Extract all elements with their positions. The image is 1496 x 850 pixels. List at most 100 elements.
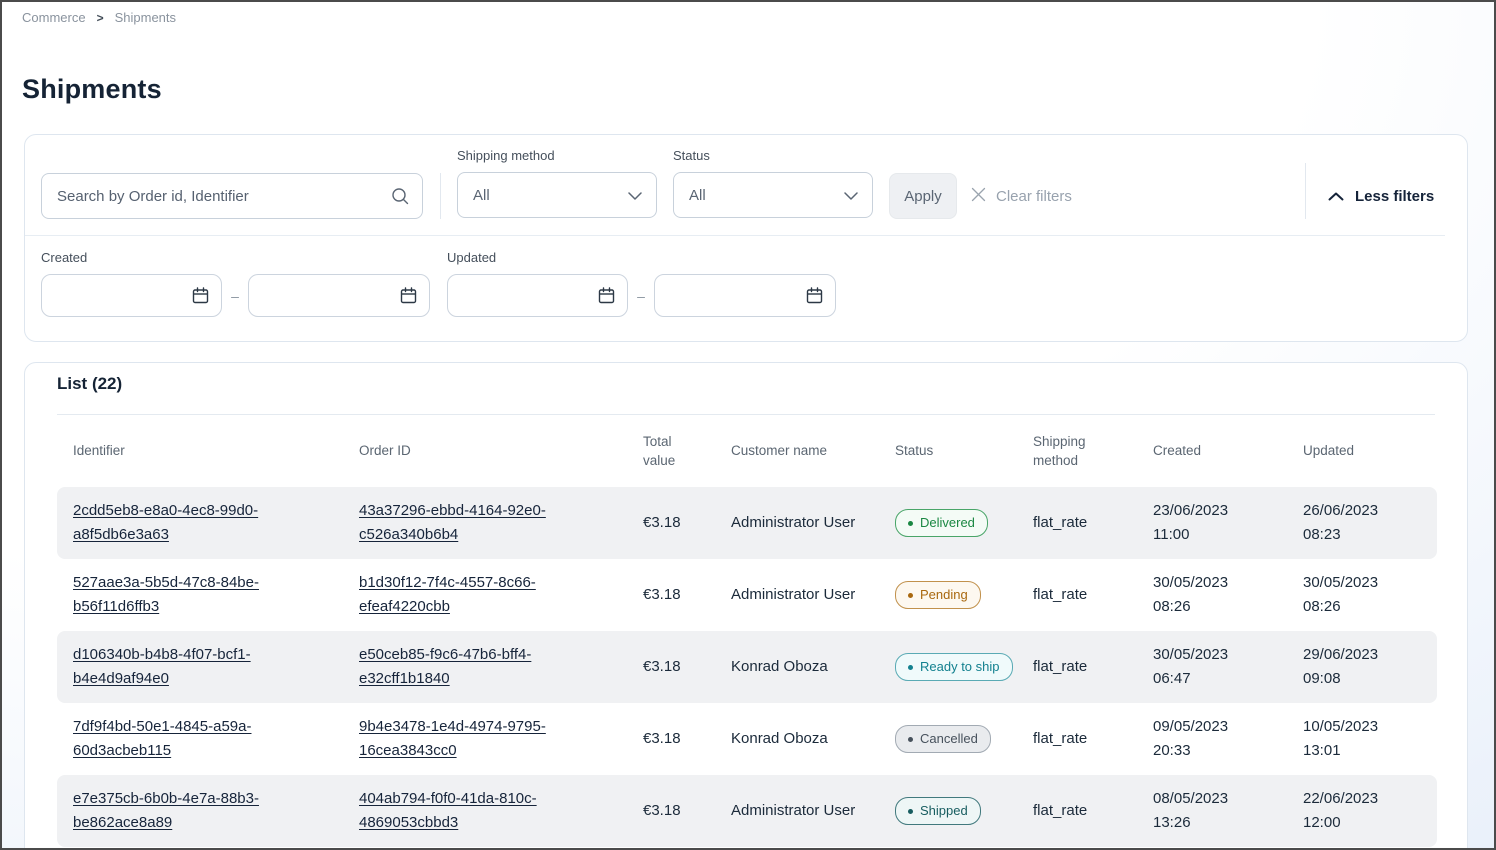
updated-from-date-input[interactable] — [447, 274, 628, 317]
status-select[interactable]: All — [673, 172, 873, 218]
status-dot — [908, 664, 913, 670]
created-to-date-input[interactable] — [248, 274, 430, 317]
order-id-link[interactable]: e50ceb85-f9c6-47b6-bff4-e32cff1b1840 — [359, 646, 532, 687]
search-input[interactable] — [41, 173, 423, 219]
customer-name: Administrator User — [731, 514, 856, 531]
total-value: €3.18 — [643, 658, 681, 675]
calendar-icon[interactable] — [597, 286, 616, 310]
customer-name: Konrad Oboza — [731, 658, 828, 675]
status-badge: Cancelled — [895, 725, 991, 753]
search-icon[interactable] — [390, 186, 410, 211]
status-cell: Cancelled — [879, 703, 1017, 775]
status-label: Cancelled — [920, 731, 978, 746]
less-filters-toggle[interactable]: Less filters — [1328, 173, 1434, 219]
filters-panel: Shipping method All Status All — [24, 134, 1468, 342]
table-row: e7e375cb-6b0b-4e7a-88b3-be862ace8a89 404a… — [57, 775, 1437, 847]
created-label: Created — [41, 250, 88, 265]
updated-label: Updated — [447, 250, 497, 265]
list-title: List (22) — [57, 374, 123, 393]
shipping-method-select[interactable]: All — [457, 172, 657, 218]
updated-date: 30/05/2023 — [1303, 574, 1379, 591]
column-header-customer-name: Customer name — [731, 443, 828, 458]
shipping-method-field: Shipping method All — [457, 148, 657, 218]
order-id-link[interactable]: 404ab794-f0f0-41da-810c-4869053cbbd3 — [359, 790, 537, 831]
status-cell: Pending — [879, 559, 1017, 631]
chevron-up-icon — [1328, 188, 1344, 205]
updated-time: 08:26 — [1303, 598, 1341, 615]
apply-button[interactable]: Apply — [889, 173, 957, 219]
shipping-method: flat_rate — [1033, 586, 1088, 603]
updated-to-field — [654, 274, 836, 317]
created-date: 30/05/2023 — [1153, 574, 1229, 591]
updated-cell: 22/06/2023 12:00 — [1287, 775, 1437, 847]
breadcrumb-item-shipments[interactable]: Shipments — [114, 10, 177, 25]
x-icon — [971, 187, 986, 206]
created-from-date-input[interactable] — [41, 274, 222, 317]
breadcrumb: Commerce > Shipments — [22, 10, 176, 25]
created-cell: 09/05/2023 20:33 — [1137, 703, 1287, 775]
chevron-down-icon — [844, 187, 858, 204]
breadcrumb-item-commerce[interactable]: Commerce — [22, 10, 86, 25]
shipping-method-cell: flat_rate — [1017, 775, 1137, 847]
calendar-icon[interactable] — [399, 286, 418, 310]
total-value: €3.18 — [643, 514, 681, 531]
status-value: All — [689, 186, 706, 204]
updated-time: 08:23 — [1303, 526, 1341, 543]
created-date-filter: Created – — [41, 250, 430, 317]
total-value-cell: €3.18 — [627, 487, 715, 559]
updated-time: 13:01 — [1303, 742, 1341, 759]
order-id-cell: e50ceb85-f9c6-47b6-bff4-e32cff1b1840 — [343, 631, 627, 703]
status-dot — [908, 736, 913, 742]
clear-filters-label: Clear filters — [996, 187, 1072, 205]
total-value: €3.18 — [643, 586, 681, 603]
status-cell: Delivered — [879, 487, 1017, 559]
order-id-cell: b1d30f12-7f4c-4557-8c66-efeaf4220cbb — [343, 559, 627, 631]
status-label: Ready to ship — [920, 659, 1000, 674]
order-id-link[interactable]: b1d30f12-7f4c-4557-8c66-efeaf4220cbb — [359, 574, 536, 615]
customer-name-cell: Konrad Oboza — [715, 703, 879, 775]
column-header-status: Status — [895, 443, 934, 458]
shipping-method-cell: flat_rate — [1017, 559, 1137, 631]
calendar-icon[interactable] — [805, 286, 824, 310]
created-time: 08:26 — [1153, 598, 1191, 615]
filter-divider — [1305, 163, 1306, 219]
order-id-link[interactable]: 9b4e3478-1e4d-4974-9795-16cea3843cc0 — [359, 718, 546, 759]
clear-filters-button[interactable]: Clear filters — [971, 173, 1072, 219]
identifier-link[interactable]: 527aae3a-5b5d-47c8-84be-b56f11d6ffb3 — [73, 574, 259, 615]
order-id-cell: 9b4e3478-1e4d-4974-9795-16cea3843cc0 — [343, 703, 627, 775]
shipping-method: flat_rate — [1033, 730, 1088, 747]
identifier-link[interactable]: e7e375cb-6b0b-4e7a-88b3-be862ace8a89 — [73, 790, 259, 831]
updated-date-filter: Updated – — [447, 250, 836, 317]
breadcrumb-separator: > — [96, 10, 104, 25]
identifier-link[interactable]: 2cdd5eb8-e8a0-4ec8-99d0-a8f5db6e3a63 — [73, 502, 259, 543]
order-id-link[interactable]: 43a37296-ebbd-4164-92e0-c526a340b6b4 — [359, 502, 546, 543]
shipping-method: flat_rate — [1033, 658, 1088, 675]
created-time: 11:00 — [1153, 526, 1190, 543]
column-header-updated: Updated — [1303, 443, 1355, 458]
status-badge: Pending — [895, 581, 981, 609]
identifier-cell: d106340b-b4b8-4f07-bcf1-b4e4d9af94e0 — [57, 631, 343, 703]
identifier-link[interactable]: d106340b-b4b8-4f07-bcf1-b4e4d9af94e0 — [73, 646, 251, 687]
created-time: 20:33 — [1153, 742, 1191, 759]
created-cell: 30/05/2023 08:26 — [1137, 559, 1287, 631]
calendar-icon[interactable] — [191, 286, 210, 310]
identifier-cell: 527aae3a-5b5d-47c8-84be-b56f11d6ffb3 — [57, 559, 343, 631]
status-dot — [908, 592, 913, 598]
customer-name-cell: Administrator User — [715, 487, 879, 559]
updated-time: 12:00 — [1303, 814, 1341, 831]
total-value-cell: €3.18 — [627, 775, 715, 847]
updated-to-date-input[interactable] — [654, 274, 836, 317]
customer-name: Administrator User — [731, 802, 856, 819]
identifier-link[interactable]: 7df9f4bd-50e1-4845-a59a-60d3acbeb115 — [73, 718, 252, 759]
customer-name-cell: Administrator User — [715, 559, 879, 631]
created-date: 30/05/2023 — [1153, 646, 1229, 663]
updated-date: 29/06/2023 — [1303, 646, 1379, 663]
created-cell: 23/06/2023 11:00 — [1137, 487, 1287, 559]
updated-time: 09:08 — [1303, 670, 1341, 687]
created-from-field — [41, 274, 222, 317]
created-date: 08/05/2023 — [1153, 790, 1229, 807]
customer-name: Administrator User — [731, 586, 856, 603]
identifier-cell: 7df9f4bd-50e1-4845-a59a-60d3acbeb115 — [57, 703, 343, 775]
customer-name: Konrad Oboza — [731, 730, 828, 747]
